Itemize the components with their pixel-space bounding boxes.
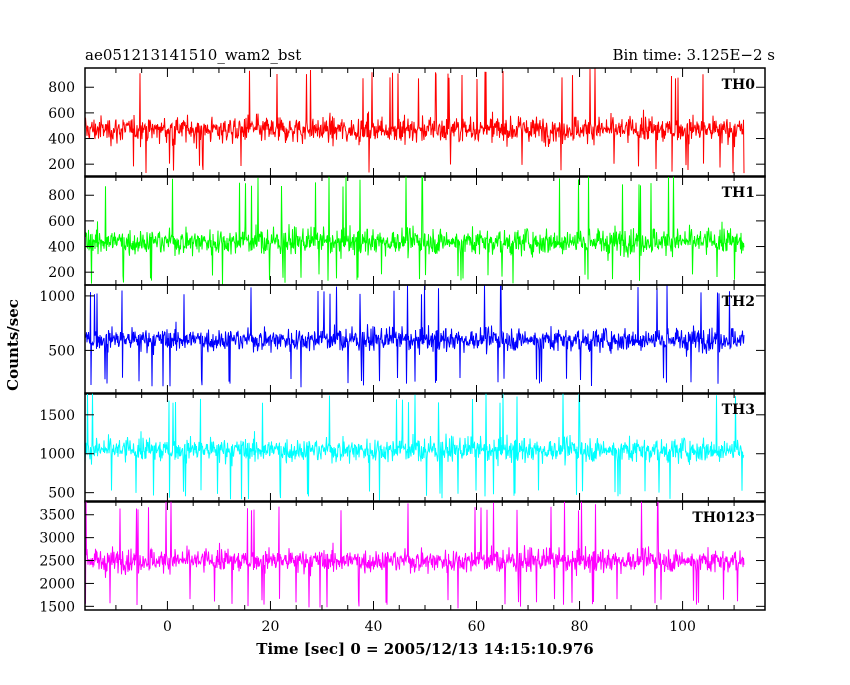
chart-title: ae051213141510_wam2_bst <box>85 46 301 64</box>
y-tick-label: 2500 <box>39 554 75 570</box>
x-tick-label: 0 <box>163 619 172 635</box>
panel-th2: 500 1000 TH2 <box>39 284 766 395</box>
y-tick-label: 3000 <box>39 531 75 547</box>
y-tick-label: 800 <box>48 80 75 96</box>
y-tick-label: 600 <box>48 214 75 230</box>
y-tick-label: 500 <box>48 343 75 359</box>
x-tick-labels: 0 20 40 60 80 100 <box>163 619 696 635</box>
series-label-th3: TH3 <box>722 402 755 418</box>
y-tick-label: 1000 <box>39 447 75 463</box>
panels: 200 400 600 800 TH0 200 400 600 800 TH1 500 1000 TH2… <box>39 67 766 615</box>
y-tick-label: 1500 <box>39 408 75 424</box>
y-tick-label: 1500 <box>39 599 75 615</box>
y-tick-label: 500 <box>48 486 75 502</box>
x-tick-label: 100 <box>669 619 696 635</box>
series-label-th2: TH2 <box>722 294 755 310</box>
y-tick-label: 400 <box>48 240 75 256</box>
panel-th0: 200 400 600 800 TH0 <box>48 67 766 178</box>
x-axis-title: Time [sec] 0 = 2005/12/13 14:15:10.976 <box>256 640 593 658</box>
series-label-th1: TH1 <box>722 185 755 201</box>
panel-th0123: 1500 2000 2500 3000 3500 TH0123 <box>39 500 766 615</box>
y-tick-label: 600 <box>48 106 75 122</box>
panel-th3: 500 1000 1500 TH3 <box>39 392 766 503</box>
x-tick-label: 20 <box>262 619 280 635</box>
y-tick-label: 200 <box>48 157 75 173</box>
y-tick-label: 2000 <box>39 576 75 592</box>
series-label-th0123: TH0123 <box>692 510 755 526</box>
y-tick-label: 200 <box>48 265 75 281</box>
y-tick-label: 3500 <box>39 508 75 524</box>
y-tick-label: 400 <box>48 132 75 148</box>
y-tick-label: 800 <box>48 188 75 204</box>
series-trace-th3 <box>85 393 745 501</box>
series-trace-th1 <box>85 176 745 285</box>
y-axis-title: Counts/sec <box>4 299 22 391</box>
x-tick-label: 40 <box>365 619 383 635</box>
series-trace-th2 <box>85 285 745 388</box>
series-label-th0: TH0 <box>722 77 756 93</box>
x-tick-label: 80 <box>571 619 589 635</box>
x-tick-label: 60 <box>468 619 486 635</box>
series-trace-th0 <box>85 68 745 174</box>
series-trace-th0123 <box>85 501 745 609</box>
panel-th1: 200 400 600 800 TH1 <box>48 175 766 286</box>
y-tick-label: 1000 <box>39 289 75 305</box>
bin-time-label: Bin time: 3.125E−2 s <box>613 46 775 64</box>
